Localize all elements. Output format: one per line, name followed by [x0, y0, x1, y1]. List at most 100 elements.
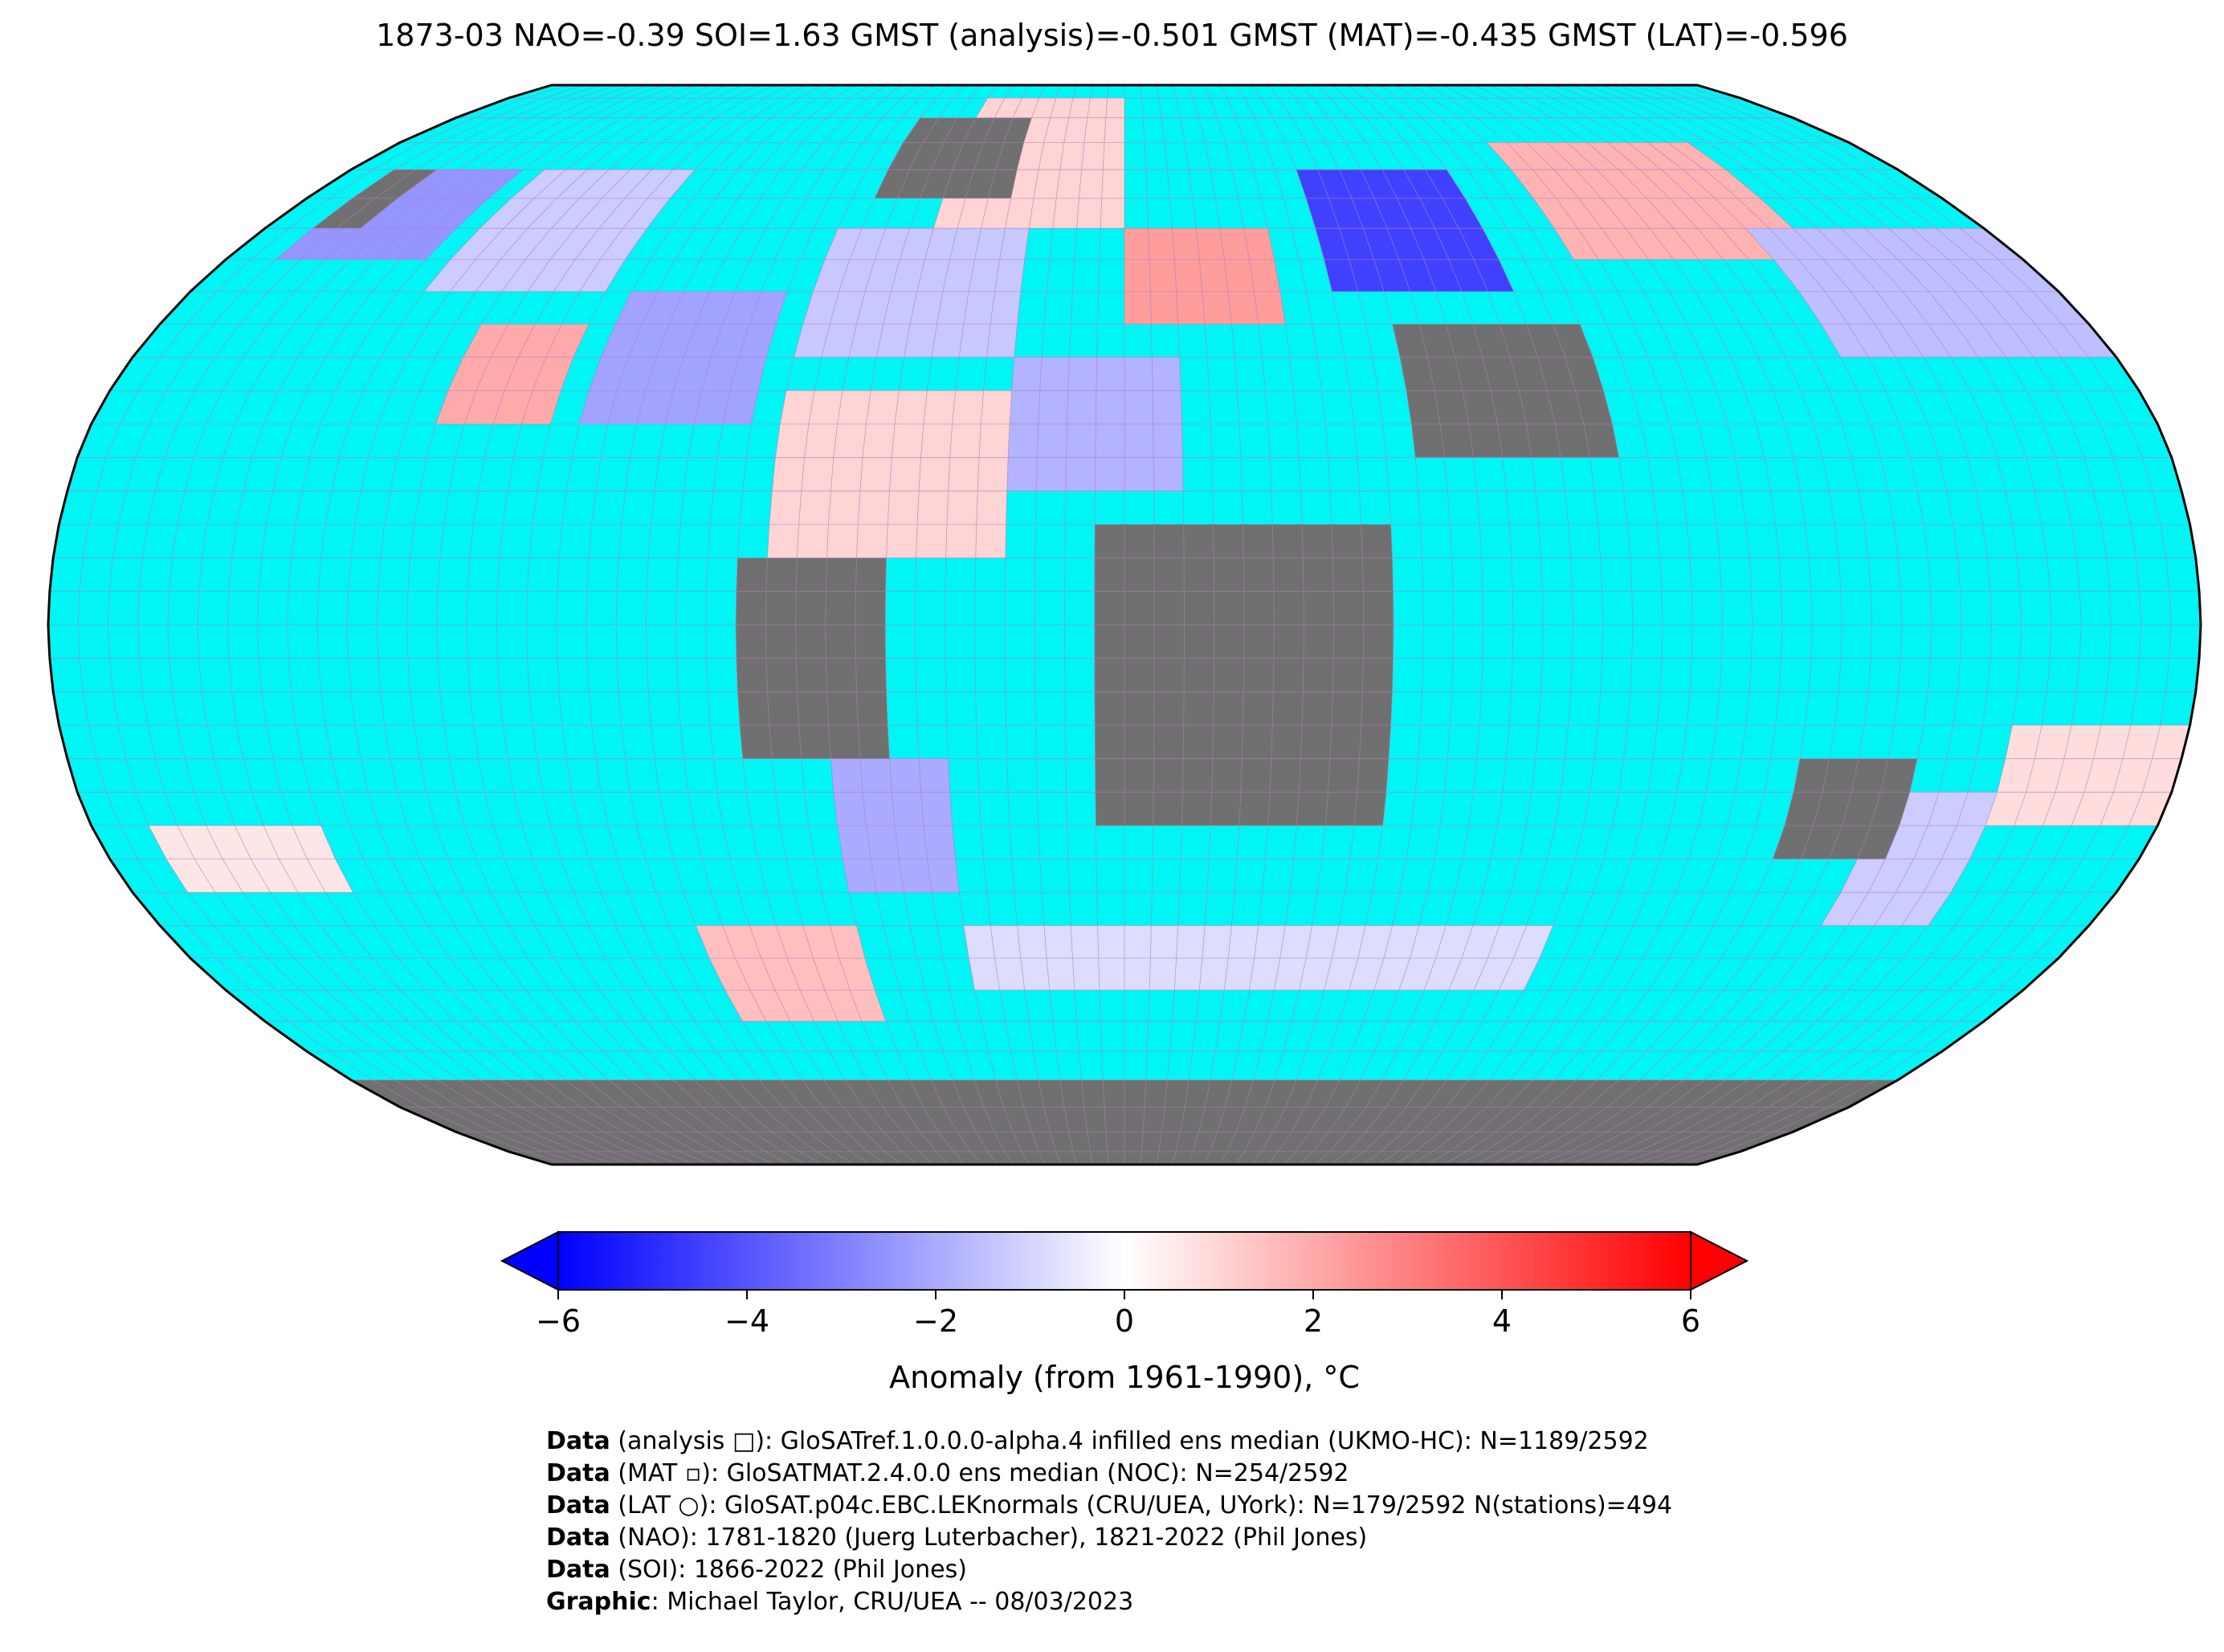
anomaly-cell [2152, 725, 2190, 759]
anomaly-cell [1124, 424, 1154, 458]
anomaly-cell [1219, 228, 1250, 260]
anomaly-cell [892, 424, 924, 458]
anomaly-cell [589, 357, 629, 391]
anomaly-cell [1985, 792, 2026, 826]
anomaly-cell [1602, 228, 1649, 260]
anomaly-cell [1798, 259, 1851, 292]
anomaly-cell [1006, 457, 1038, 492]
anomaly-cell [722, 390, 758, 424]
anomaly-cell [1065, 457, 1096, 492]
anomaly-cell [647, 169, 695, 198]
anomaly-cell [1981, 324, 2034, 357]
anomaly-cell [1384, 925, 1419, 958]
anomaly-cell [977, 457, 1009, 492]
colorbar-tick-label: 2 [1304, 1303, 1323, 1339]
anomaly-cell [2026, 758, 2064, 793]
anomaly-cell [501, 259, 551, 292]
anomaly-cell [1691, 198, 1745, 229]
anomaly-cell [1798, 292, 1848, 324]
anomaly-cell [1474, 259, 1514, 292]
anomaly-cell [1039, 357, 1070, 391]
anomaly-cell [910, 292, 943, 324]
anomaly-region [1296, 169, 1514, 292]
anomaly-cell [1124, 357, 1153, 391]
anomaly-cell [1050, 98, 1074, 118]
anomaly-cell [990, 292, 1021, 324]
anomaly-cell [551, 198, 602, 229]
anomaly-cell [1052, 198, 1079, 229]
anomaly-cell [949, 424, 981, 458]
anomaly-cell [398, 169, 459, 198]
anomaly-cell [2084, 758, 2123, 793]
anomaly-cell [749, 989, 790, 1022]
anomaly-cell [1650, 228, 1699, 260]
anomaly-cell [1875, 324, 1924, 357]
anomaly-cell [1339, 169, 1375, 198]
anomaly-cell [802, 925, 839, 958]
anomaly-cell [1821, 324, 1869, 357]
credit-line: Data (analysis □): GloSATref.1.0.0.0-alp… [546, 1427, 1649, 1455]
anomaly-cell [729, 357, 766, 391]
anomaly-cell [553, 259, 601, 292]
anomaly-cell [1532, 169, 1579, 198]
anomaly-cell [1647, 142, 1705, 170]
anomaly-cell [491, 324, 536, 357]
anomaly-cell [978, 424, 1010, 458]
anomaly-cell [923, 390, 956, 424]
anomaly-cell [1773, 259, 1826, 292]
anomaly-cell [981, 198, 1011, 229]
colorbar-label: Anomaly (from 1961-1990), °C [889, 1360, 1360, 1395]
anomaly-cell [665, 390, 702, 424]
anomaly-cell [2100, 792, 2143, 826]
anomaly-cell [2063, 725, 2102, 759]
anomaly-cell [263, 826, 308, 859]
anomaly-cell [408, 198, 466, 229]
anomaly-cell [2035, 324, 2089, 357]
anomaly-cell [924, 228, 957, 260]
anomaly-cell [711, 324, 749, 357]
missing-land-region [874, 117, 1032, 198]
anomaly-cell [1578, 198, 1626, 229]
anomaly-cell [1063, 117, 1088, 143]
anomaly-cell [1176, 925, 1206, 958]
colorbar-extend-low [500, 1230, 559, 1291]
anomaly-region [830, 758, 960, 893]
anomaly-cell [1315, 228, 1349, 260]
anomaly-cell [1901, 324, 1952, 357]
colorbar-tick-label: 0 [1115, 1303, 1134, 1339]
anomaly-cell [1898, 259, 1955, 292]
anomaly-cell [1848, 259, 1904, 292]
colorbar-tick-label: −4 [724, 1303, 769, 1339]
anomaly-cell [875, 228, 910, 260]
anomaly-cell [1554, 228, 1599, 260]
anomaly-cell [1554, 169, 1602, 198]
anomaly-cell [856, 524, 888, 558]
anomaly-cell [802, 292, 839, 324]
anomaly-cell [749, 292, 787, 324]
anomaly-region [696, 925, 886, 1022]
anomaly-cell [1868, 859, 1914, 893]
anomaly-cell [1373, 259, 1410, 292]
anomaly-cell [222, 859, 271, 893]
anomaly-cell [1474, 958, 1514, 990]
anomaly-cell [2123, 725, 2161, 759]
anomaly-cell [949, 228, 981, 260]
anomaly-cell [384, 198, 443, 229]
anomaly-cell [963, 925, 995, 958]
anomaly-cell [450, 228, 504, 260]
anomaly-cell [1332, 925, 1366, 958]
anomaly-cell [550, 228, 599, 260]
anomaly-cell [2113, 758, 2153, 793]
anomaly-cell [1228, 292, 1259, 324]
anomaly-region [435, 324, 589, 424]
anomaly-cell [1103, 142, 1124, 170]
anomaly-cell [981, 390, 1012, 424]
credit-line: Graphic: Michael Taylor, CRU/UEA -- 08/0… [546, 1588, 1134, 1616]
anomaly-region [767, 390, 1012, 558]
globe-outline [47, 84, 2202, 1166]
anomaly-cell [177, 826, 223, 859]
anomaly-cell [602, 169, 652, 198]
anomaly-cell [920, 424, 953, 458]
colorbar-ticks: −6 −4 −2 0 2 4 6 [536, 1290, 1700, 1339]
anomaly-cell [776, 925, 814, 958]
